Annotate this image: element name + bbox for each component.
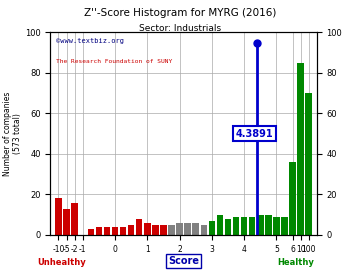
Bar (289, 162, 296, 235)
Bar (249, 217, 256, 235)
Bar (120, 227, 126, 235)
Bar (152, 225, 158, 235)
Bar (104, 227, 110, 235)
Bar (96, 227, 102, 235)
Bar (297, 63, 304, 235)
Text: Healthy: Healthy (277, 258, 314, 266)
Bar (273, 217, 280, 235)
Text: Z''-Score Histogram for MYRG (2016): Z''-Score Histogram for MYRG (2016) (84, 8, 276, 18)
Bar (55, 198, 62, 235)
Text: ©www.textbiz.org: ©www.textbiz.org (56, 39, 124, 45)
Bar (257, 215, 264, 235)
Bar (63, 208, 70, 235)
Bar (160, 225, 167, 235)
Bar (201, 225, 207, 235)
Bar (281, 217, 288, 235)
Bar (184, 223, 191, 235)
Bar (128, 225, 134, 235)
Bar (176, 223, 183, 235)
Bar (233, 217, 239, 235)
Bar (265, 215, 271, 235)
Bar (168, 225, 175, 235)
Text: Sector: Industrials: Sector: Industrials (139, 24, 221, 33)
Bar (112, 227, 118, 235)
X-axis label: Score: Score (168, 256, 199, 266)
Bar (144, 223, 150, 235)
Text: 4.3891: 4.3891 (235, 129, 273, 139)
Bar (217, 215, 223, 235)
Bar (225, 219, 231, 235)
Bar (209, 221, 215, 235)
Bar (193, 223, 199, 235)
Bar (87, 229, 94, 235)
Bar (241, 217, 247, 235)
Text: Unhealthy: Unhealthy (37, 258, 86, 266)
Y-axis label: Number of companies
(573 total): Number of companies (573 total) (3, 92, 22, 176)
Bar (136, 219, 143, 235)
Text: The Research Foundation of SUNY: The Research Foundation of SUNY (56, 59, 172, 64)
Bar (306, 93, 312, 235)
Bar (71, 202, 78, 235)
